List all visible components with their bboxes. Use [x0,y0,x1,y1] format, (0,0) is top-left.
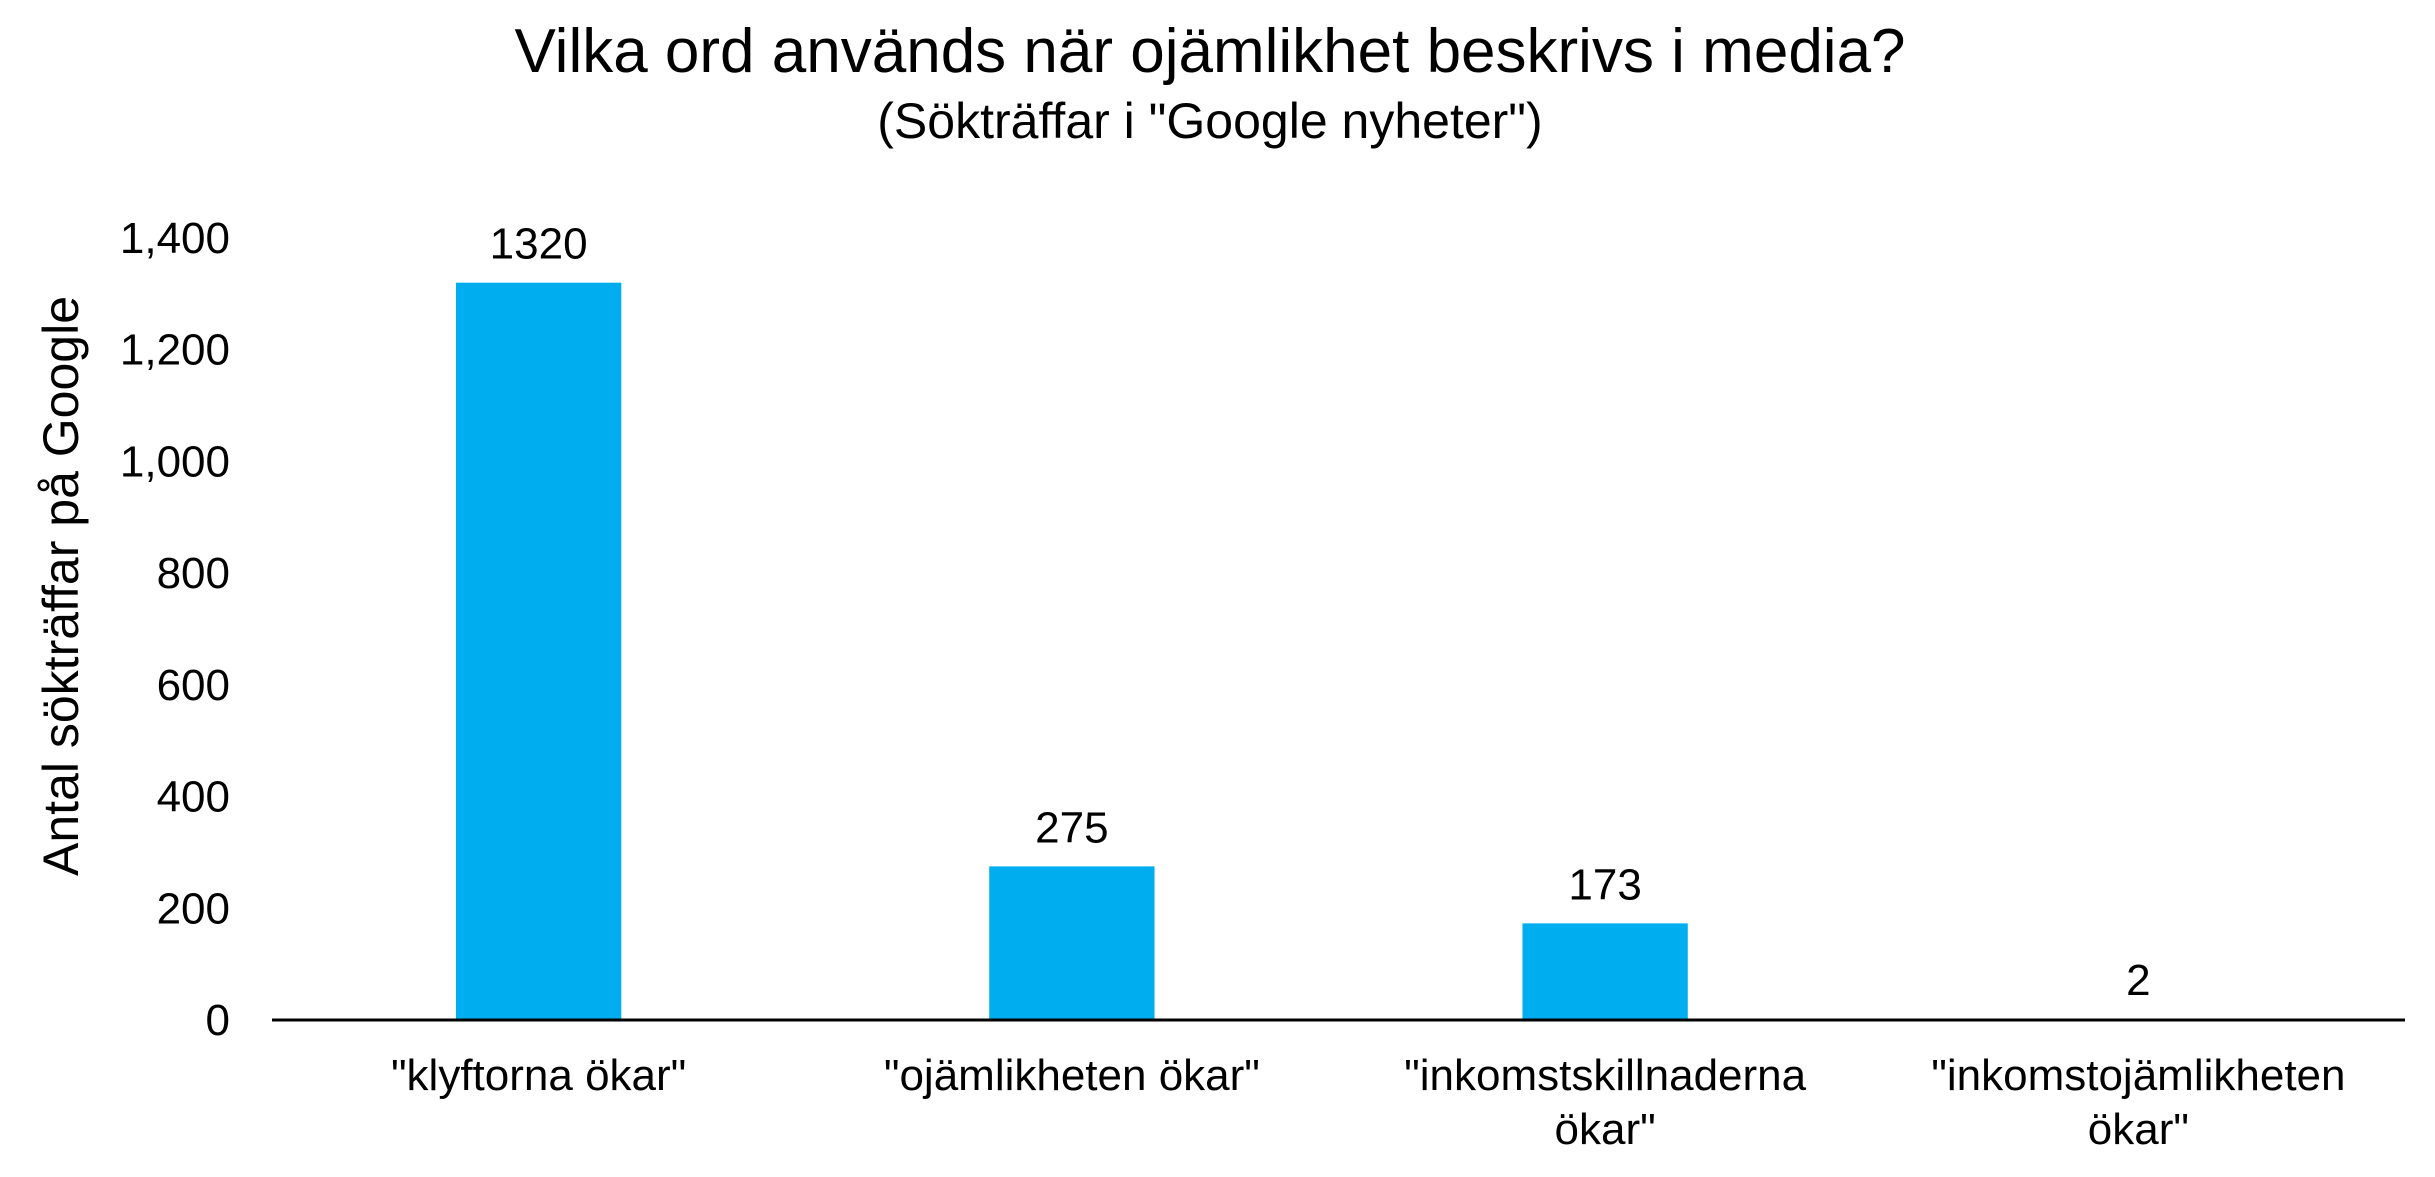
x-category-label: "inkomstskillnaderna ökar" [1404,1051,1807,1154]
bar [455,282,622,1021]
x-category-label-line: "inkomstskillnaderna [1404,1051,1807,1100]
x-axis-category-labels: "klyftorna ökar" "ojämlikheten ökar" "inko… [391,1051,2346,1154]
y-axis-label: Antal sökträffar på Google [33,296,89,876]
y-tick-label: 400 [157,773,230,822]
x-category-label-line: ökar" [1555,1105,1656,1154]
x-category-label: "klyftorna ökar" [391,1051,686,1100]
x-category-label-line: ökar" [2088,1105,2189,1154]
y-tick-label: 200 [157,884,230,933]
x-category-label-line: "inkomstojämlikheten [1931,1051,2345,1100]
y-axis-ticks: 0 200 400 600 800 1,000 1,200 1,400 [120,214,230,1045]
y-tick-label: 600 [157,661,230,710]
bar-value-label: 275 [1035,803,1108,852]
y-tick-label: 1,000 [120,437,230,486]
bar-value-label: 1320 [490,220,588,269]
value-labels: 1320 275 173 2 [490,220,2151,1005]
bar [989,866,1155,1020]
chart-title: Vilka ord används när ojämlikhet beskriv… [514,17,1905,86]
x-category-label-line: "klyftorna ökar" [391,1051,686,1100]
bar-value-label: 2 [2126,956,2150,1005]
x-category-label-line: "ojämlikheten ökar" [884,1051,1260,1100]
x-category-label: "ojämlikheten ökar" [884,1051,1260,1100]
bar [1522,923,1688,1020]
y-tick-label: 1,400 [120,214,230,263]
bars [455,282,2222,1021]
y-tick-label: 1,200 [120,326,230,375]
chart-subtitle: (Sökträffar i "Google nyheter") [877,93,1542,149]
x-category-label: "inkomstojämlikheten ökar" [1931,1051,2345,1154]
y-tick-label: 0 [206,996,230,1045]
bar-value-label: 173 [1568,860,1641,909]
y-tick-label: 800 [157,549,230,598]
